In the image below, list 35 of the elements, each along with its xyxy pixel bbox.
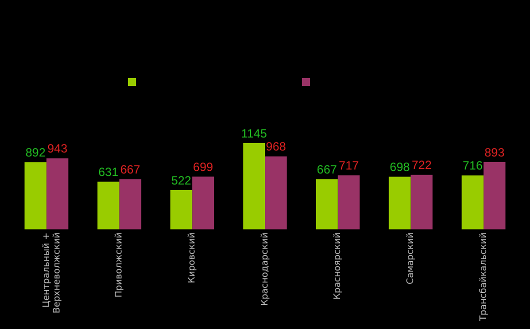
data-label: 968: [266, 140, 286, 154]
bar: [46, 158, 68, 230]
bar: [24, 162, 46, 230]
data-label: 522: [171, 173, 192, 188]
bar: [410, 174, 433, 230]
x-tick-label: Самарский: [406, 232, 416, 284]
bar: [484, 162, 506, 230]
data-label: 722: [412, 158, 432, 172]
x-tick-label: Краснодарский: [260, 232, 270, 306]
bar: [97, 182, 120, 230]
data-label: 667: [316, 162, 338, 176]
data-label: 699: [193, 160, 214, 174]
bar: [462, 175, 484, 230]
x-tick-label: Приволжский: [114, 232, 125, 298]
data-label: 1145: [241, 126, 268, 140]
data-label: 667: [120, 162, 141, 176]
data-label: 631: [98, 165, 119, 180]
x-tick-label: Трансбайкальский: [478, 232, 489, 322]
x-tick-label: Кировский: [187, 232, 198, 284]
bar: [170, 190, 192, 230]
data-label: 892: [25, 145, 46, 160]
data-label: 698: [390, 160, 410, 174]
data-label: 943: [47, 142, 68, 156]
bar: [192, 176, 214, 230]
x-tick-label: Красноярский: [333, 232, 344, 300]
bar: [243, 142, 265, 230]
data-label: 717: [338, 158, 360, 173]
bar: [388, 176, 411, 230]
data-label: 716: [462, 158, 483, 173]
x-tick-label: Центральный + Верхневолжский: [42, 232, 63, 314]
bar: [316, 179, 338, 230]
data-label: 893: [484, 145, 505, 160]
bar: [265, 156, 287, 230]
bar: [338, 175, 360, 230]
bar: [119, 179, 142, 230]
